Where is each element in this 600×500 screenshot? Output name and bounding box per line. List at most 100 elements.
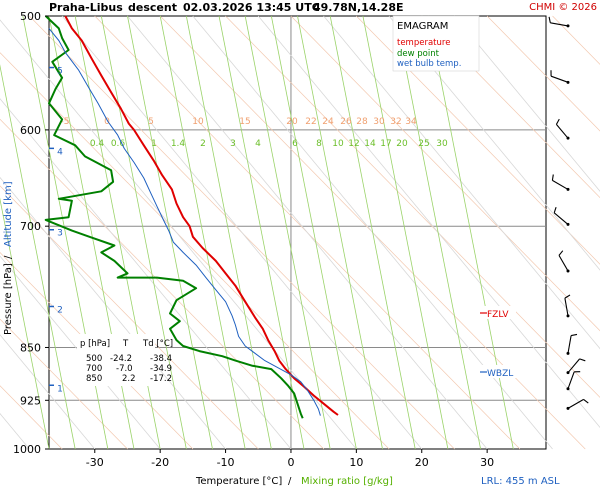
station-name: Praha-Libus <box>49 1 123 14</box>
y-axis-title: Pressure [hPa] <box>3 263 14 335</box>
x-axis-title-separator: / <box>288 476 292 487</box>
dry-adiabat-line <box>61 15 423 450</box>
temperature-tick-label: -10 <box>217 456 235 469</box>
pressure-tick-label: 700 <box>20 220 41 233</box>
level-table-bg <box>77 334 155 386</box>
mixing-ratio-label: 14 <box>364 139 376 149</box>
altitude-tick-label: 2 <box>57 305 63 315</box>
isotherm-line <box>552 15 600 65</box>
pressure-tick-label: 1000 <box>13 443 41 456</box>
temperature-tick-label: 20 <box>415 456 429 469</box>
y-axis-title-separator: / <box>3 255 14 259</box>
mixing-ratio-label: 12 <box>348 139 359 149</box>
fzlv-label-bg <box>480 306 516 319</box>
temperature-tick-label: 0 <box>287 456 294 469</box>
mixing-ratio-label: 0.4 <box>90 139 105 149</box>
dry-adiabat-line <box>127 15 488 450</box>
station-coords: 49.78N,14.28E <box>313 1 404 14</box>
dry-adiabat-label: 28 <box>356 117 368 127</box>
wind-barb-staff <box>550 22 569 27</box>
table-header-t: T <box>122 339 129 349</box>
level-table: p [hPa] T Td [°C] 500 -24.2 -38.4 700 -7… <box>77 334 173 386</box>
table-cell: -7.0 <box>116 364 133 374</box>
mixing-ratio-line <box>329 15 416 450</box>
dry-adiabat-label: -5 <box>61 117 70 127</box>
lrl-label: LRL: 455 m ASL <box>481 476 560 487</box>
wbzl-label: WBZL <box>487 369 513 379</box>
mixing-ratio-label: 0.6 <box>111 139 126 149</box>
dry-adiabat-label: 34 <box>405 117 417 127</box>
table-header-td: Td [°C] <box>142 339 173 349</box>
wind-barb-dot <box>566 136 570 140</box>
altitude-tick-label: 1 <box>57 384 63 394</box>
sounding-mode: descent <box>128 1 177 14</box>
wind-barb-dot <box>566 406 570 410</box>
legend-box <box>392 15 480 72</box>
mixing-ratio-label: 4 <box>255 139 261 149</box>
wind-barb-dot <box>566 80 570 84</box>
mixing-ratio-line <box>244 15 331 450</box>
mixing-ratio-label: 25 <box>418 139 429 149</box>
isotherm-line <box>0 318 128 450</box>
series-line-wet-bulb-temp <box>48 28 321 416</box>
fzlv-label: FZLV <box>487 310 509 320</box>
wind-barb-staff <box>567 358 581 374</box>
legend-item-wet-bulb: wet bulb temp. <box>397 59 461 69</box>
pressure-tick-label: 500 <box>20 10 41 23</box>
mixing-ratio-label: 8 <box>316 139 322 149</box>
table-cell: 850 <box>86 374 102 384</box>
y-axis-title-altitude: Altitude [km] <box>3 181 14 247</box>
dry-adiabat-label: 0 <box>104 117 110 127</box>
wind-barb-flag <box>558 250 564 256</box>
table-cell: 2.2 <box>122 374 136 384</box>
wind-barb-dot <box>566 371 570 375</box>
background-line-labels: -5 0 5 10 15 20 22 24 26 28 30 32 340.4 0.6 1 1.4 2 3 4 6 8 1… <box>61 117 448 149</box>
mixing-ratio-line <box>0 197 50 450</box>
legend: EMAGRAM temperature dew point wet bulb t… <box>392 15 480 72</box>
wind-barb-staff <box>567 398 584 409</box>
altitude-tick-label: 4 <box>57 147 63 157</box>
table-cell: -24.2 <box>110 354 132 364</box>
dry-adiabat-line <box>388 15 600 271</box>
temperature-tick-label: 30 <box>480 456 494 469</box>
dry-adiabat-label: 5 <box>148 117 154 127</box>
wind-barb-staff <box>558 255 569 272</box>
mixing-ratio-label: 1.4 <box>171 139 186 149</box>
wind-barb-dot <box>566 222 570 226</box>
isotherm-line <box>486 15 600 132</box>
copyright-label: CHMI © 2026 <box>529 2 597 13</box>
mixing-ratio-label: 2 <box>200 139 206 149</box>
wind-barb-staff <box>567 371 575 389</box>
mixing-ratio-label: 20 <box>396 139 408 149</box>
altitude-scale: 1 2 3 4 5 <box>49 67 63 394</box>
dry-adiabat-label: 10 <box>192 117 204 127</box>
mixing-ratio-line <box>270 15 357 450</box>
altitude-tick-label: 3 <box>57 229 63 239</box>
annotations: FZLV WBZL <box>480 306 516 379</box>
table-cell: 700 <box>86 364 102 374</box>
table-cell: -17.2 <box>150 374 172 384</box>
background-lines <box>0 15 600 450</box>
wind-barb-flag <box>570 333 578 337</box>
dry-adiabat-label: 22 <box>305 117 316 127</box>
mixing-ratio-label: 10 <box>332 139 344 149</box>
wind-barb-staff <box>552 179 569 190</box>
wind-barb-dot <box>566 24 570 28</box>
wind-barb-flag <box>579 358 586 362</box>
legend-item-dew-point: dew point <box>397 49 440 59</box>
altitude-tick-label: 5 <box>57 67 63 77</box>
wind-barbs <box>548 16 589 410</box>
wind-barb-staff <box>564 298 569 316</box>
pressure-tick-label: 925 <box>20 394 41 407</box>
wind-barb-flag <box>553 207 557 213</box>
dry-adiabat-label: 30 <box>373 117 385 127</box>
wind-barb-dot <box>566 187 570 191</box>
table-cell: -34.9 <box>150 364 172 374</box>
temperature-tick-label: -20 <box>151 456 169 469</box>
series-line-dew-point <box>44 15 304 419</box>
table-header-p: p [hPa] <box>80 339 110 349</box>
dry-adiabat-label: 20 <box>286 117 298 127</box>
